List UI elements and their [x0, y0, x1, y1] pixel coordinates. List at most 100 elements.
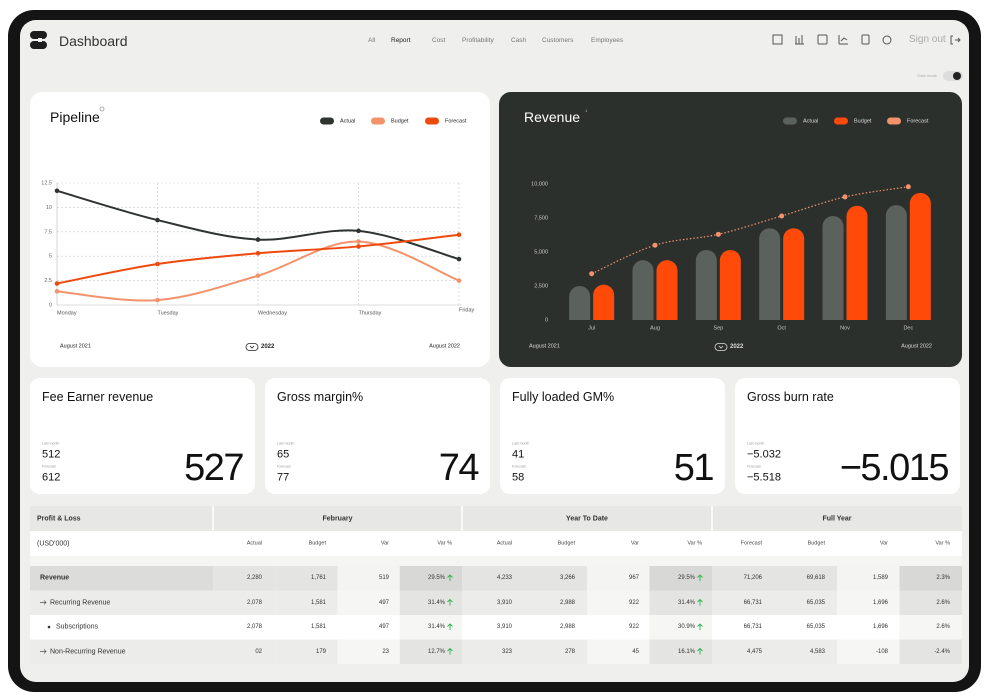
x-tick-label: Wednesday — [258, 310, 287, 316]
y-tick-label: 5,000 — [534, 249, 548, 255]
y-tick-label: 0 — [545, 317, 548, 323]
period-icon[interactable] — [718, 345, 724, 349]
legend-label: Forecast — [445, 118, 467, 124]
nav-item[interactable]: Cost — [432, 36, 446, 44]
icon[interactable] — [861, 34, 870, 45]
data-point — [456, 256, 462, 262]
kpi-row-label: Last month — [747, 441, 765, 446]
nav-item[interactable]: Profitability — [462, 36, 494, 44]
sign-out-icon[interactable] — [950, 35, 961, 45]
table-cell: 278 — [564, 648, 575, 655]
bar — [656, 260, 678, 320]
period-end: August 2022 — [901, 343, 932, 350]
period[interactable]: 2022 — [261, 344, 275, 350]
x-tick-label: Monday — [57, 310, 77, 316]
nav-item[interactable]: Employees — [591, 36, 624, 44]
cell-bg — [462, 590, 525, 615]
table-cell: 30.9% — [677, 624, 695, 630]
bar — [885, 205, 907, 320]
row-bullet — [47, 625, 51, 629]
table-cell: 31.4% — [677, 599, 695, 606]
kpi-row-label: Last month — [277, 441, 295, 446]
nav-item[interactable]: All — [368, 36, 376, 44]
row-label-bg — [30, 590, 213, 615]
x-tick-label: Friday — [459, 307, 475, 313]
up-arrow — [447, 647, 453, 655]
data-point — [356, 228, 361, 234]
kpi-row-value: 65 — [277, 448, 290, 461]
table-cell: 323 — [501, 648, 512, 655]
icon[interactable] — [795, 35, 804, 45]
cell-bg — [213, 639, 276, 664]
app-title: Dashboard — [59, 33, 128, 49]
data-point — [715, 231, 721, 237]
cell-bg — [774, 615, 837, 640]
period-icon[interactable] — [249, 345, 255, 349]
cell-bg — [649, 639, 712, 664]
period-end: August 2022 — [429, 343, 460, 350]
kpi-row-value: 58 — [512, 471, 525, 484]
cell-bg — [524, 590, 587, 615]
period-icon[interactable] — [245, 343, 259, 351]
table-cell: 967 — [628, 575, 639, 581]
cell-bg — [524, 639, 587, 664]
legend-label: Actual — [340, 118, 355, 124]
chart-title: Pipeline — [50, 109, 100, 125]
y-tick-label: 2,500 — [534, 283, 548, 289]
data-point — [779, 213, 785, 219]
column-header: Forecast — [740, 540, 762, 547]
cell-bg — [399, 566, 462, 591]
table-cell: 519 — [378, 575, 389, 581]
cell-bg — [712, 615, 775, 640]
cell-bg — [213, 566, 276, 591]
x-tick-label: Aug — [650, 325, 660, 331]
bar — [593, 284, 615, 320]
nav-item[interactable]: Customers — [542, 36, 574, 44]
cell-bg — [587, 615, 650, 640]
period[interactable]: 2022 — [730, 344, 744, 350]
kpi-row-value: −5.032 — [747, 448, 781, 461]
legend-swatch — [320, 117, 334, 125]
nav-item[interactable]: Cash — [511, 36, 527, 44]
revenue-card — [499, 92, 962, 367]
nav-item[interactable]: Report — [391, 36, 411, 44]
toolbar-icons[interactable] — [772, 34, 961, 45]
icon[interactable] — [772, 34, 783, 45]
up-arrow — [697, 647, 703, 655]
up-arrow — [697, 598, 703, 606]
table-gap — [30, 556, 962, 566]
icon[interactable] — [817, 34, 828, 45]
up-arrow — [447, 623, 453, 630]
table-cell: 65,035 — [806, 624, 825, 630]
cell-bg — [649, 615, 712, 640]
bar — [632, 260, 654, 320]
table-cell: 3,910 — [496, 599, 512, 606]
table-cell: 1,696 — [872, 599, 888, 606]
data-point — [842, 194, 848, 200]
cell-bg — [213, 590, 276, 615]
cell-bg — [399, 615, 462, 640]
kpi-card — [500, 378, 725, 494]
table-cell: 2.3% — [936, 575, 950, 581]
cell-bg — [649, 566, 712, 591]
legend-label: Forecast — [907, 118, 929, 124]
icon[interactable] — [882, 35, 892, 45]
toggle-knob[interactable] — [953, 72, 961, 80]
chart-title: Revenue — [524, 109, 581, 125]
data-point — [356, 239, 361, 244]
table-cell: 2,078 — [246, 624, 262, 630]
period-icon[interactable] — [714, 343, 728, 351]
up-arrow — [447, 574, 453, 581]
cell-bg — [275, 590, 338, 615]
logo — [30, 41, 47, 49]
table-cell: 1,581 — [310, 599, 326, 606]
bar — [695, 249, 717, 320]
table-cell: 3,910 — [496, 624, 512, 630]
kpi-row-value: 41 — [512, 448, 525, 461]
icon[interactable] — [838, 35, 848, 45]
x-tick-label: Tuesday — [158, 310, 179, 316]
sign-out[interactable]: Sign out — [909, 34, 946, 45]
table-cell: 497 — [378, 624, 389, 630]
